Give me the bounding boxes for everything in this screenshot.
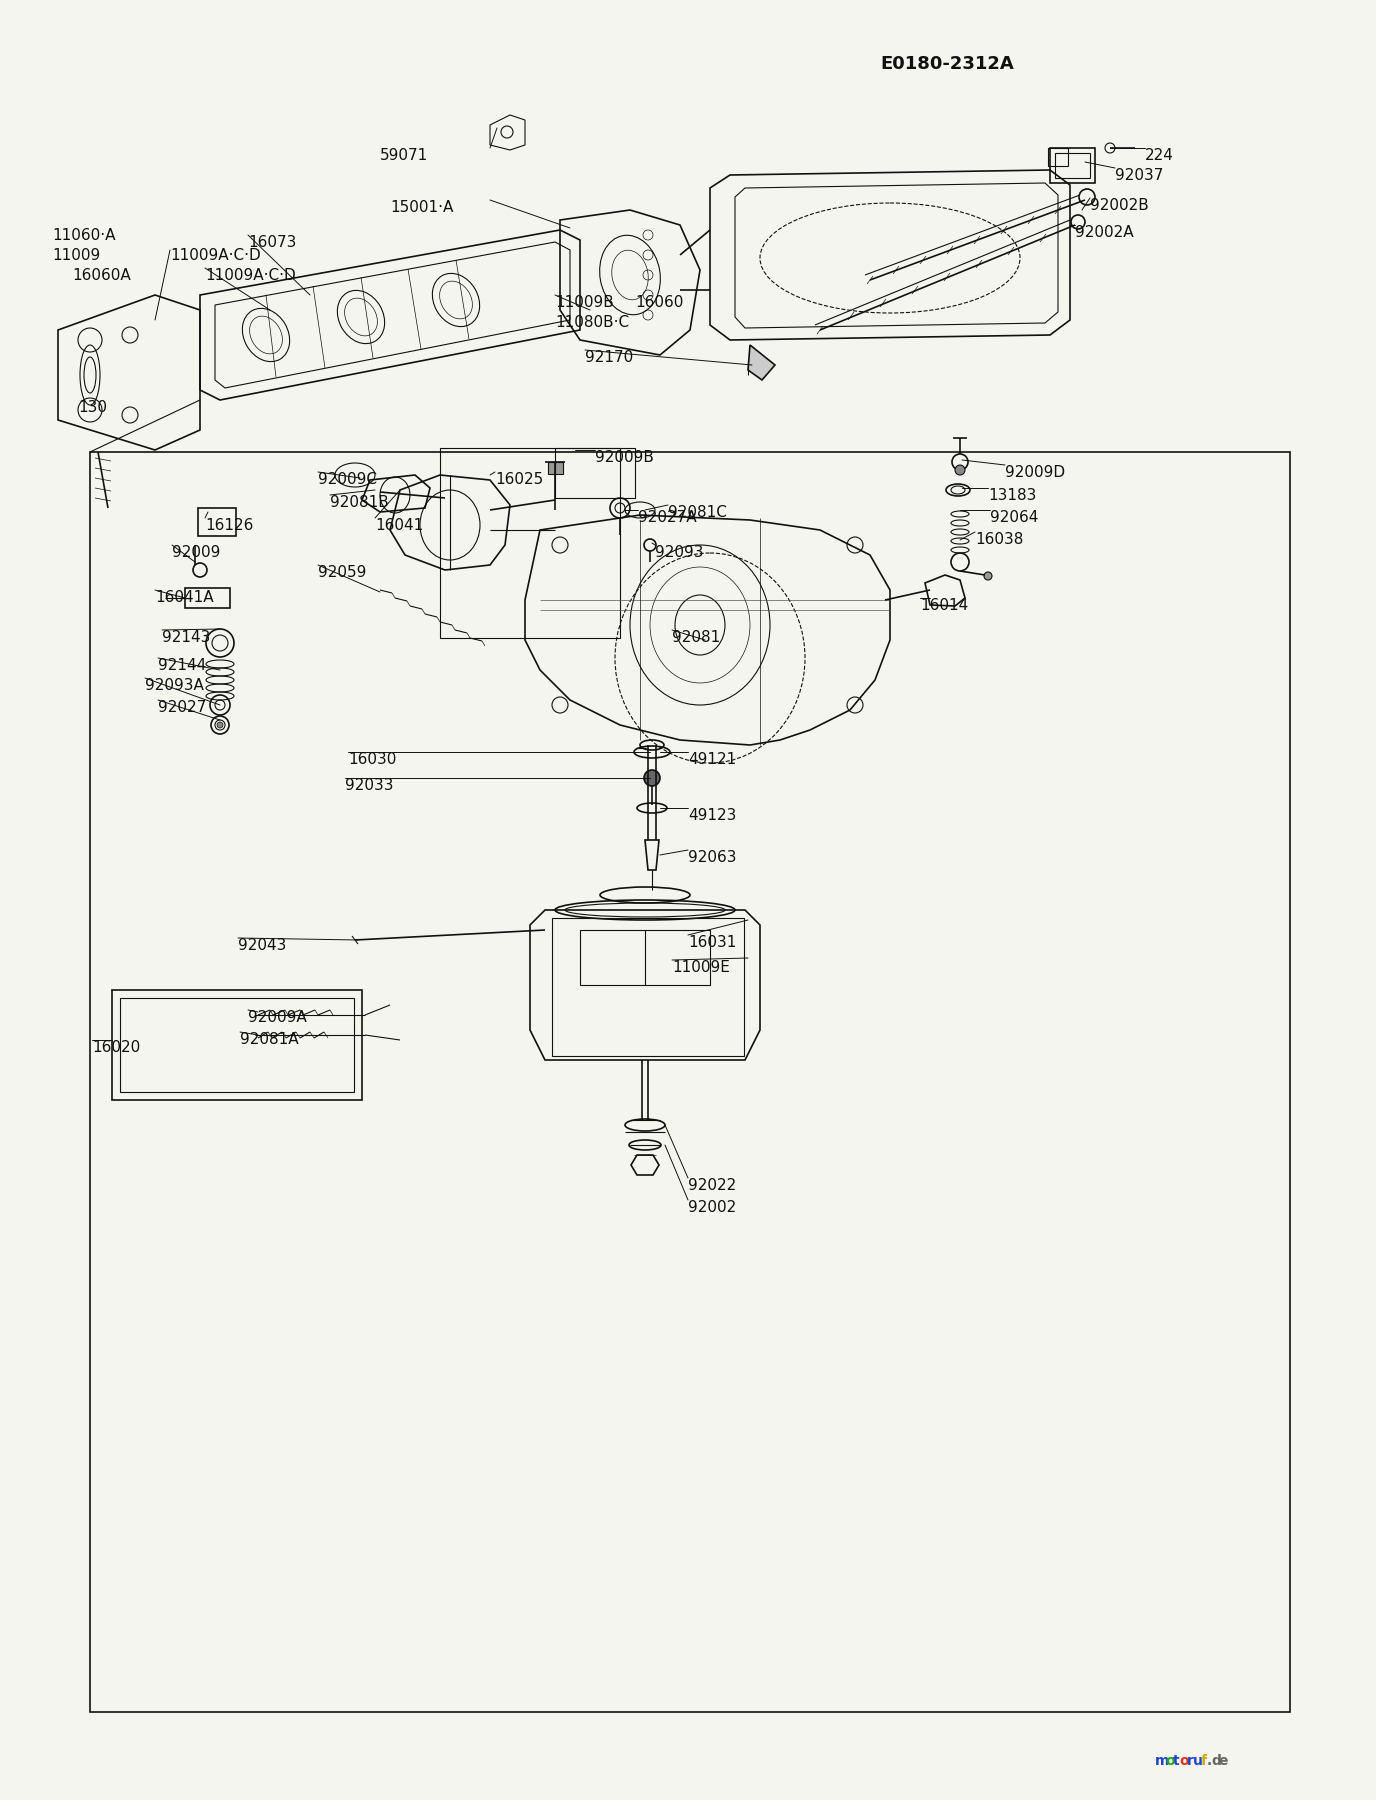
Text: o: o: [1179, 1753, 1189, 1768]
Text: 92027A: 92027A: [638, 509, 696, 526]
Text: 11009B: 11009B: [555, 295, 614, 310]
Text: 92022: 92022: [688, 1177, 736, 1193]
Bar: [1050, 148, 1095, 184]
Bar: [89, 452, 1291, 1712]
Text: 92064: 92064: [989, 509, 1039, 526]
Text: 11009A·C·D: 11009A·C·D: [205, 268, 296, 283]
Bar: [120, 997, 354, 1093]
Text: 92033: 92033: [345, 778, 394, 794]
Text: 92043: 92043: [238, 938, 286, 952]
Text: 16073: 16073: [248, 236, 296, 250]
Text: 16031: 16031: [688, 934, 736, 950]
Text: 15001·A: 15001·A: [389, 200, 453, 214]
Circle shape: [955, 464, 965, 475]
Circle shape: [984, 572, 992, 580]
Text: 92144: 92144: [158, 659, 206, 673]
Text: 16126: 16126: [205, 518, 253, 533]
Text: 11009E: 11009E: [671, 959, 729, 976]
Text: 92081A: 92081A: [239, 1031, 299, 1048]
Bar: [552, 918, 744, 1057]
Text: e: e: [1218, 1753, 1227, 1768]
Text: 92081C: 92081C: [667, 506, 727, 520]
Text: 130: 130: [78, 400, 107, 416]
Text: 92027: 92027: [158, 700, 206, 715]
Text: 16030: 16030: [348, 752, 396, 767]
Text: 16014: 16014: [921, 598, 969, 614]
Text: 92009D: 92009D: [1004, 464, 1065, 481]
Text: 92081: 92081: [671, 630, 720, 644]
Text: 92002: 92002: [688, 1201, 736, 1215]
Text: 16038: 16038: [976, 533, 1024, 547]
Text: 92170: 92170: [585, 349, 633, 365]
Text: r: r: [1187, 1753, 1194, 1768]
Text: 59071: 59071: [380, 148, 428, 164]
Bar: [581, 931, 710, 985]
Polygon shape: [749, 346, 775, 380]
Text: 11080B·C: 11080B·C: [555, 315, 629, 329]
Bar: [1055, 153, 1090, 178]
Text: 16041A: 16041A: [155, 590, 213, 605]
Text: 16041: 16041: [376, 518, 424, 533]
Text: 92063: 92063: [688, 850, 736, 866]
Bar: [548, 463, 563, 473]
Text: 92093A: 92093A: [144, 679, 204, 693]
Circle shape: [217, 722, 223, 727]
Text: 92002A: 92002A: [1075, 225, 1134, 239]
Text: 16025: 16025: [495, 472, 544, 488]
Text: 224: 224: [1145, 148, 1174, 164]
Text: 92081B: 92081B: [330, 495, 389, 509]
Text: 16020: 16020: [92, 1040, 140, 1055]
Text: 92037: 92037: [1115, 167, 1163, 184]
Circle shape: [644, 770, 660, 787]
Bar: [440, 448, 621, 637]
Text: 92009A: 92009A: [248, 1010, 307, 1024]
Bar: [1049, 148, 1068, 166]
Text: m: m: [1154, 1753, 1170, 1768]
Text: 92143: 92143: [162, 630, 211, 644]
Bar: [184, 589, 230, 608]
Text: o: o: [1165, 1753, 1175, 1768]
Text: 16060A: 16060A: [72, 268, 131, 283]
Bar: [555, 448, 634, 499]
Text: 92059: 92059: [318, 565, 366, 580]
Text: 11009A·C·D: 11009A·C·D: [171, 248, 260, 263]
Text: 13183: 13183: [988, 488, 1036, 502]
Text: .: .: [1207, 1753, 1212, 1768]
Text: d: d: [1211, 1753, 1221, 1768]
Bar: [111, 990, 362, 1100]
Text: 11009: 11009: [52, 248, 100, 263]
Text: u: u: [1193, 1753, 1203, 1768]
Text: E0180-2312A: E0180-2312A: [881, 56, 1014, 74]
Text: 92009: 92009: [172, 545, 220, 560]
Text: 92002B: 92002B: [1090, 198, 1149, 212]
Text: 92009C: 92009C: [318, 472, 377, 488]
Text: 92093: 92093: [655, 545, 703, 560]
Text: f: f: [1201, 1753, 1207, 1768]
Text: 11060·A: 11060·A: [52, 229, 116, 243]
Text: t: t: [1172, 1753, 1179, 1768]
Text: 49123: 49123: [688, 808, 736, 823]
Text: 92009B: 92009B: [594, 450, 654, 464]
Bar: [198, 508, 237, 536]
Text: 16060: 16060: [634, 295, 684, 310]
Text: 49121: 49121: [688, 752, 736, 767]
